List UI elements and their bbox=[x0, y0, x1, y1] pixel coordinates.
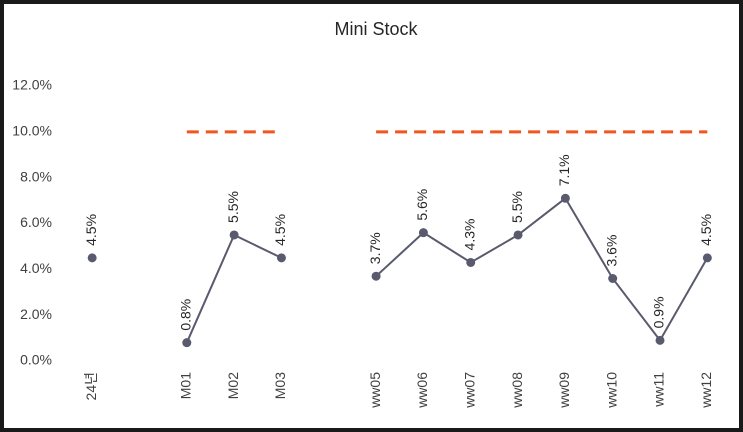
x-tick-label: M01 bbox=[178, 372, 194, 399]
series-line bbox=[375, 196, 709, 343]
y-tick-label: 12.0% bbox=[12, 77, 52, 93]
x-tick-label: ww11 bbox=[651, 372, 667, 408]
x-tick-label: ww06 bbox=[414, 372, 430, 409]
x-tick-label: ww09 bbox=[556, 372, 572, 409]
x-tick-label: M02 bbox=[225, 372, 241, 399]
data-label: 4.5% bbox=[272, 214, 288, 246]
data-point bbox=[229, 230, 239, 240]
x-tick-label: 24년 bbox=[83, 372, 99, 400]
x-tick-label: M03 bbox=[272, 372, 288, 399]
data-point bbox=[608, 274, 618, 283]
data-label: 5.5% bbox=[509, 191, 525, 223]
y-tick-label: 6.0% bbox=[20, 214, 52, 230]
x-tick-label: ww10 bbox=[603, 372, 619, 409]
data-point bbox=[276, 253, 286, 263]
data-point bbox=[513, 230, 523, 240]
data-label: 4.5% bbox=[698, 214, 714, 246]
y-tick-label: 4.0% bbox=[20, 260, 52, 276]
data-label: 4.5% bbox=[83, 214, 99, 246]
x-tick-label: ww08 bbox=[509, 372, 525, 409]
chart-title: Mini Stock bbox=[334, 19, 418, 39]
data-label: 0.9% bbox=[651, 296, 667, 328]
data-label: 5.6% bbox=[414, 189, 430, 221]
data-label: 0.8% bbox=[178, 299, 194, 331]
data-point bbox=[87, 253, 97, 263]
data-label: 3.6% bbox=[603, 235, 619, 267]
data-point bbox=[466, 257, 476, 267]
x-tick-label: ww07 bbox=[461, 372, 477, 409]
data-point bbox=[371, 271, 381, 281]
data-point bbox=[560, 193, 570, 203]
data-point bbox=[182, 338, 192, 348]
y-tick-label: 8.0% bbox=[20, 168, 52, 184]
data-point bbox=[702, 253, 712, 263]
y-tick-label: 0.0% bbox=[20, 352, 52, 368]
data-label: 3.7% bbox=[367, 232, 383, 264]
data-point bbox=[655, 335, 665, 345]
data-label: 4.3% bbox=[461, 219, 477, 251]
y-tick-label: 2.0% bbox=[20, 306, 52, 322]
x-tick-label: ww05 bbox=[367, 372, 383, 409]
data-label: 7.1% bbox=[556, 154, 572, 186]
x-tick-label: ww12 bbox=[698, 372, 714, 409]
y-tick-label: 10.0% bbox=[12, 123, 52, 139]
data-point bbox=[418, 228, 428, 238]
data-label: 5.5% bbox=[225, 191, 241, 223]
